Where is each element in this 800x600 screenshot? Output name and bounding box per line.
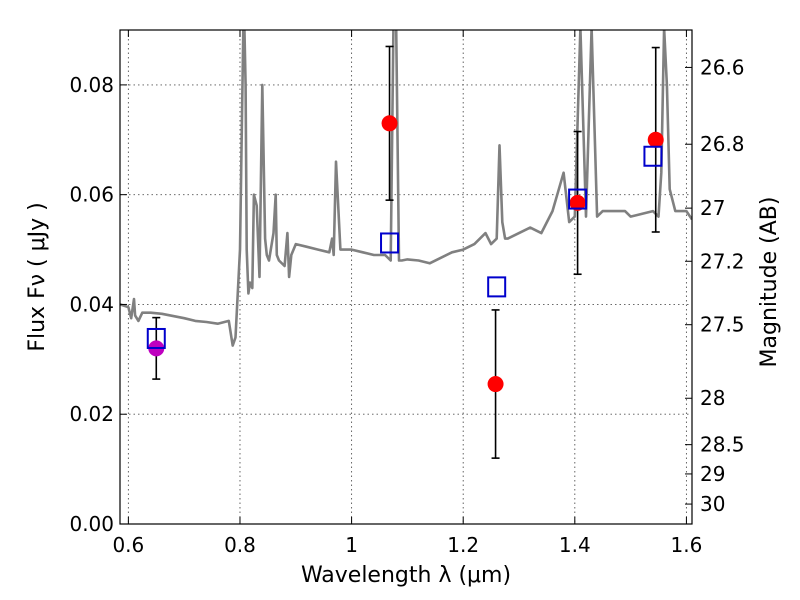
y2-tick-label: 28.5 [700,433,745,457]
y-axis-ticks: 0.00 0.02 0.04 0.06 0.08 [69,73,127,536]
model-sed-line [120,30,692,347]
y2-tick-label: 27.2 [700,249,745,273]
model-photometry-square [380,232,400,254]
observed-point [569,194,586,211]
observed-point [381,115,398,132]
x-tick-label: 0.6 [112,533,144,557]
y-tick-label: 0.02 [69,402,114,426]
model-photometry-square [643,145,663,167]
x-tick-label: 1 [345,533,358,557]
y2-axis-ticks: 26.6 26.8 27 27.2 27.5 28 28.5 29 30 [685,55,745,516]
y2-axis-label: Magnitude (AB) [757,197,782,368]
observed-point [487,376,504,393]
y-tick-label: 0.06 [69,183,114,207]
y-tick-label: 0.04 [69,292,114,316]
y2-tick-label: 27.5 [700,313,745,337]
model-photometry-square [487,276,507,298]
x-axis-ticks: 0.6 0.8 1 1.2 1.4 1.6 [112,30,702,557]
y-tick-label: 0.08 [69,73,114,97]
point-layer [146,115,664,393]
y-axis-label: Flux Fν ( μJy ) [25,202,50,351]
x-tick-label: 1.2 [447,533,479,557]
observed-point [647,131,664,148]
x-tick-label: 0.8 [224,533,256,557]
y2-tick-label: 30 [700,492,725,516]
grid-layer [120,30,692,524]
x-axis-label: Wavelength λ (μm) [301,563,511,588]
model-sed-layer [120,30,692,347]
y-tick-label: 0.00 [69,512,114,536]
x-tick-label: 1.4 [559,533,591,557]
y2-tick-label: 28 [700,386,725,410]
y2-tick-label: 27 [700,196,725,220]
y2-tick-label: 26.8 [700,132,745,156]
y2-tick-label: 26.6 [700,55,745,79]
model-photometry-square [568,188,588,210]
model-photometry-square [146,327,166,349]
y2-tick-label: 29 [700,462,725,486]
plot-frame [119,29,693,525]
x-tick-label: 1.6 [671,533,703,557]
